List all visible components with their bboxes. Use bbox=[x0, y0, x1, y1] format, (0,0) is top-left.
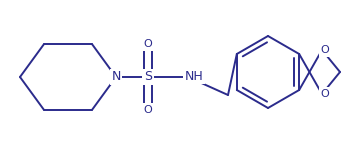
Text: O: O bbox=[144, 39, 152, 49]
Text: S: S bbox=[144, 71, 152, 84]
Text: NH: NH bbox=[185, 69, 203, 82]
Text: O: O bbox=[144, 105, 152, 115]
Text: O: O bbox=[321, 89, 329, 99]
Text: N: N bbox=[111, 71, 121, 84]
Text: O: O bbox=[321, 45, 329, 55]
